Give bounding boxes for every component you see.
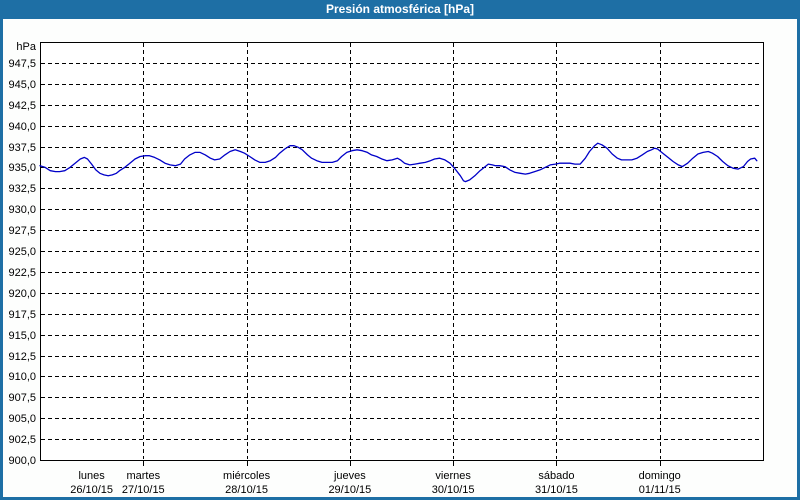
y-tick-label: 947,5 [8,58,36,70]
y-tick-label: 925,0 [8,246,36,258]
x-date-label: 27/10/15 [122,484,165,496]
chart-title: Presión atmosférica [hPa] [325,2,475,16]
y-tick-label: 942,5 [8,100,36,112]
x-day-label: miércoles [223,470,271,482]
y-tick-label: 915,0 [8,330,36,342]
title-bar: Presión atmosférica [hPa] [0,0,800,19]
y-tick-label: 930,0 [8,204,36,216]
x-day-label: domingo [639,470,681,482]
x-date-label: 30/10/15 [432,484,475,496]
y-tick-label: 920,0 [8,288,36,300]
x-date-label: 01/11/15 [639,484,681,496]
y-tick-label: 940,0 [8,121,36,133]
y-tick-label: 927,5 [8,225,36,237]
y-tick-label: 937,5 [8,142,36,154]
y-tick-label: 917,5 [8,309,36,321]
x-day-label: sábado [538,470,574,482]
x-date-label: 26/10/15 [70,484,113,496]
y-tick-label: 945,0 [8,79,36,91]
y-tick-label: 935,0 [8,162,36,174]
pressure-line [39,142,758,183]
y-tick-label: 910,0 [8,371,36,383]
x-day-label: viernes [435,470,471,482]
x-date-label: 28/10/15 [225,484,268,496]
x-day-label: lunes [78,470,105,482]
y-tick-label: 922,5 [8,267,36,279]
x-day-label: jueves [333,470,366,482]
y-tick-label: 932,5 [8,183,36,195]
y-tick-label: 907,5 [8,392,36,404]
y-tick-label: 905,0 [8,413,36,425]
y-tick-label: 902,5 [8,434,36,446]
y-tick-label: 912,5 [8,351,36,363]
x-date-label: 31/10/15 [535,484,578,496]
y-axis-unit-label: hPa [16,41,36,53]
x-date-label: 29/10/15 [328,484,371,496]
y-tick-label: 900,0 [8,455,36,467]
x-day-label: martes [126,470,160,482]
